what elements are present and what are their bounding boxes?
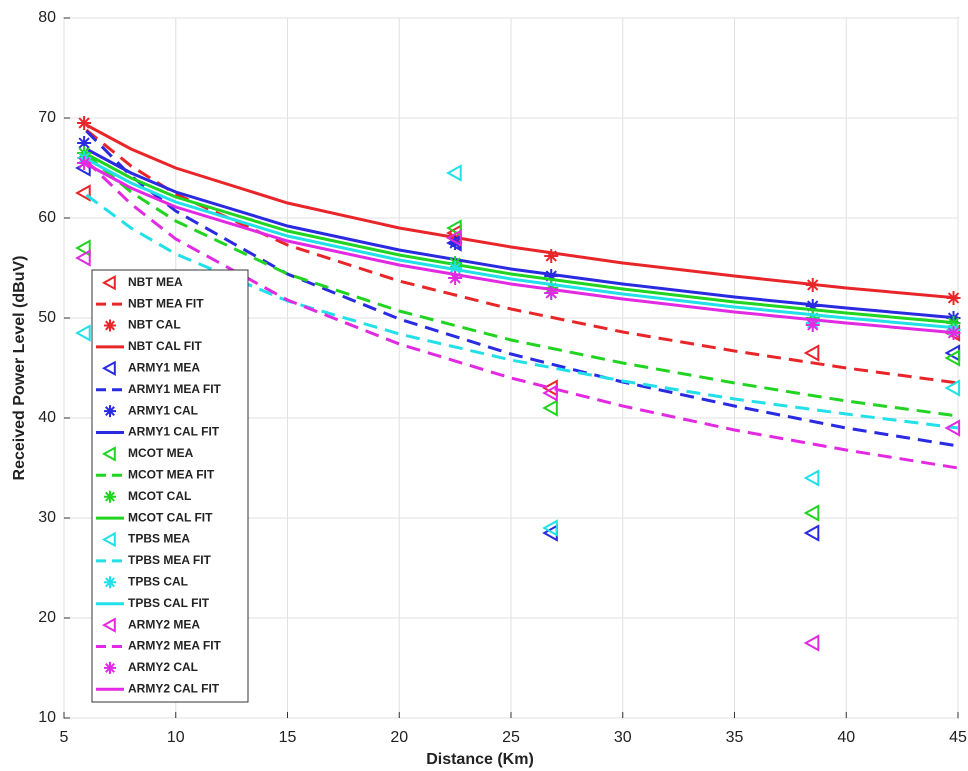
legend-symbol — [104, 661, 116, 674]
marker — [803, 524, 820, 542]
legend-symbol — [104, 490, 116, 503]
legend-label: TPBS MEA FIT — [128, 553, 212, 567]
y-tick-label: 30 — [38, 509, 56, 526]
legend-label: MCOT MEA — [128, 446, 194, 460]
marker — [77, 116, 92, 130]
marker — [542, 399, 558, 417]
series — [75, 164, 961, 537]
marker — [803, 504, 820, 522]
fit-line — [85, 162, 959, 335]
marker — [803, 344, 820, 362]
fit-line — [85, 193, 959, 430]
marker — [542, 384, 558, 402]
marker — [446, 229, 462, 247]
legend-label: NBT CAL FIT — [128, 339, 202, 353]
y-tick-label: 20 — [38, 609, 56, 626]
series — [85, 153, 959, 418]
legend-symbol — [104, 405, 116, 418]
marker — [544, 269, 559, 283]
marker — [448, 271, 463, 285]
legend-symbol — [101, 531, 116, 548]
fit-line — [85, 159, 959, 470]
x-tick-label: 40 — [837, 729, 855, 746]
legend-symbol — [101, 360, 116, 376]
legend-label: NBT MEA FIT — [128, 296, 204, 310]
legend-label: TPBS MEA — [128, 532, 190, 546]
x-tick-label: 35 — [726, 729, 744, 746]
y-tick-label: 10 — [38, 709, 56, 726]
x-tick-label: 25 — [502, 729, 520, 746]
marker — [77, 156, 92, 170]
legend-label: ARMY1 MEA — [128, 360, 200, 374]
fit-line — [85, 157, 959, 330]
marker — [542, 519, 558, 537]
x-axis-label: Distance (Km) — [426, 751, 534, 768]
legend-label: ARMY2 MEA FIT — [128, 639, 222, 653]
legend-label: ARMY2 CAL FIT — [128, 681, 220, 695]
x-tick-label: 10 — [167, 729, 185, 746]
x-tick-label: 30 — [614, 729, 632, 746]
legend-label: TPBS CAL — [128, 574, 188, 588]
legend-label: ARMY1 CAL — [128, 403, 198, 417]
marker — [805, 318, 820, 332]
legend-symbol — [104, 576, 116, 589]
x-tick-label: 5 — [60, 729, 69, 746]
marker — [803, 634, 820, 652]
legend-label: NBT CAL — [128, 318, 181, 332]
x-tick-label: 15 — [279, 729, 297, 746]
legend-label: TPBS CAL FIT — [128, 596, 210, 610]
legend-label: ARMY2 MEA — [128, 617, 200, 631]
legend-symbol — [101, 446, 116, 462]
marker — [544, 249, 559, 263]
legend-symbol — [104, 319, 116, 332]
legend: NBT MEA NBT MEA FIT NBT CAL NBT CAL FIT ARMY… — [91, 269, 249, 703]
legend-label: MCOT MEA FIT — [128, 467, 215, 481]
fit-line — [85, 128, 959, 385]
legend-label: MCOT CAL FIT — [128, 510, 213, 524]
series — [85, 128, 959, 385]
fit-line — [85, 153, 959, 418]
legend-label: ARMY2 CAL — [128, 660, 198, 674]
legend-label: MCOT CAL — [128, 489, 191, 503]
legend-label: ARMY1 MEA FIT — [128, 382, 222, 396]
marker — [75, 249, 91, 267]
marker — [446, 219, 462, 237]
legend-box — [91, 269, 249, 703]
marker — [944, 379, 961, 397]
legend-symbol — [101, 275, 116, 291]
y-tick-label: 60 — [38, 209, 56, 226]
series — [85, 159, 959, 470]
y-axis-label: Received Power Level (dBuV) — [11, 256, 28, 481]
series — [85, 157, 959, 330]
marker — [75, 184, 91, 202]
x-tick-label: 20 — [390, 729, 408, 746]
series — [85, 193, 959, 430]
marker — [75, 324, 91, 342]
legend-label: ARMY1 CAL FIT — [128, 425, 220, 439]
y-tick-label: 50 — [38, 309, 56, 326]
marker — [77, 136, 92, 150]
marker — [944, 349, 961, 367]
legend-symbol — [101, 617, 116, 633]
marker — [446, 164, 462, 182]
y-tick-label: 70 — [38, 109, 56, 126]
marker — [944, 419, 961, 437]
marker — [544, 286, 559, 300]
x-tick-label: 45 — [949, 729, 967, 746]
y-tick-label: 40 — [38, 409, 56, 426]
series — [75, 229, 961, 652]
series — [85, 162, 959, 335]
legend-label: NBT MEA — [128, 275, 183, 289]
marker — [75, 239, 91, 257]
marker — [803, 469, 820, 487]
series — [75, 219, 961, 522]
y-tick-label: 80 — [38, 9, 56, 26]
